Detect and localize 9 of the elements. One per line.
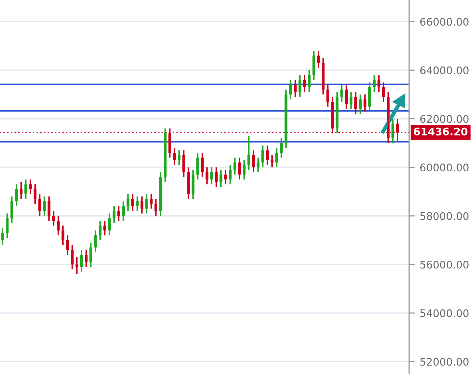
ref-line-label: 61436.20 [414, 128, 468, 136]
y-tick-label: 56000.00 [420, 260, 469, 269]
y-tick-label: 66000.00 [420, 18, 469, 26]
y-tick-label: 60000.00 [420, 164, 469, 172]
y-tick-label: 64000.00 [420, 66, 469, 75]
y-tick-label: 58000.00 [420, 212, 469, 220]
y-tick-label: 52000.00 [420, 358, 469, 366]
y-tick-label: 54000.00 [420, 310, 469, 318]
y-tick-label: 62000.00 [420, 115, 469, 124]
